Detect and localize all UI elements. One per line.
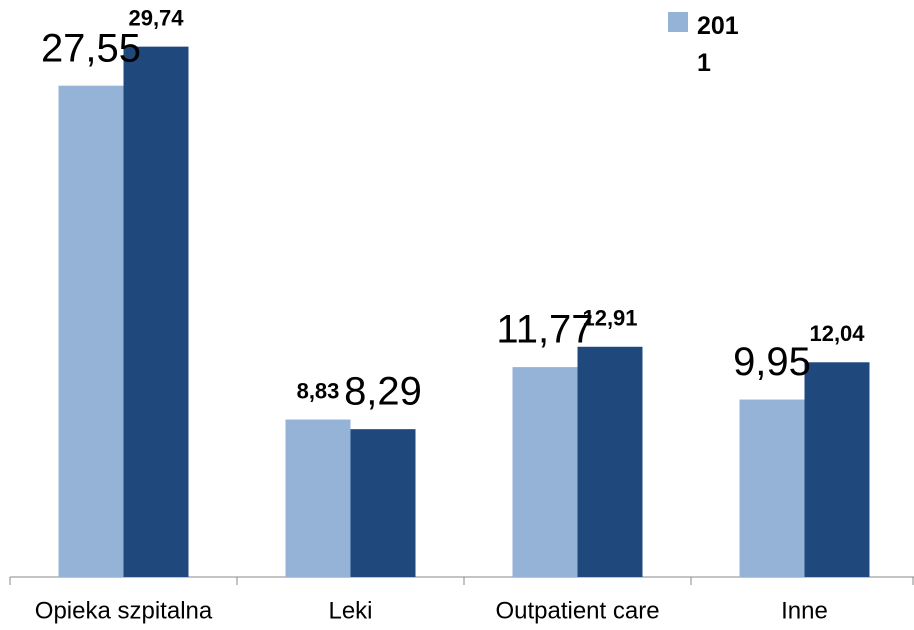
bar (285, 419, 351, 577)
legend-label: 2011 (697, 12, 739, 77)
data-label: 29,74 (128, 5, 184, 30)
bar (739, 399, 805, 577)
bar (577, 346, 643, 577)
bar (512, 367, 578, 577)
data-label: 12,04 (809, 321, 865, 346)
bar (350, 429, 416, 577)
bar (58, 85, 124, 578)
data-label: 11,77 (496, 308, 593, 352)
legend-swatch (668, 12, 688, 32)
bar (804, 362, 870, 577)
data-label: 12,91 (582, 306, 637, 331)
data-label: 8,29 (344, 370, 422, 414)
bar (123, 46, 189, 578)
x-tick-label: Outpatient care (495, 597, 659, 624)
data-label: 8,83 (297, 378, 340, 403)
x-tick-label: Inne (781, 597, 828, 624)
legend: 2011 (668, 8, 749, 82)
x-tick-label: Opieka szpitalna (35, 597, 213, 624)
data-label: 27,55 (41, 26, 141, 70)
x-tick-label: Leki (328, 597, 372, 624)
data-label: 9,95 (733, 340, 811, 384)
